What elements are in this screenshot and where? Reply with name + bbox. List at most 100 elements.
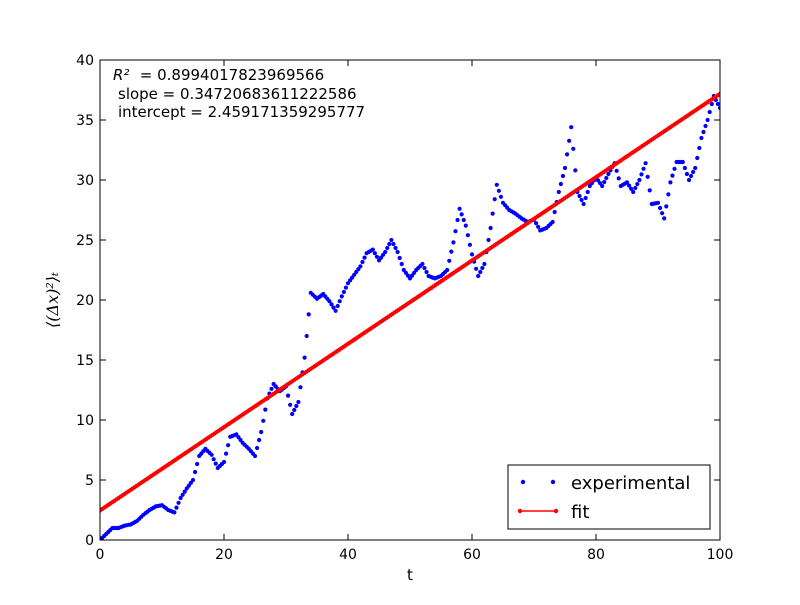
experimental-point: [474, 266, 479, 271]
y-tick-label: 0: [85, 533, 94, 549]
experimental-point: [670, 173, 675, 178]
experimental-point: [569, 125, 574, 130]
experimental-point: [192, 469, 198, 475]
experimental-point: [707, 109, 712, 115]
legend-box: [507, 464, 711, 530]
experimental-point: [581, 201, 586, 207]
experimental-point: [221, 459, 227, 465]
experimental-point: [688, 173, 694, 179]
experimental-point: [496, 188, 501, 193]
experimental-point: [624, 180, 630, 185]
experimental-point: [645, 174, 650, 179]
experimental-point: [180, 492, 185, 497]
experimental-point: [682, 165, 687, 171]
experimental-point: [296, 399, 301, 405]
experimental-point: [285, 393, 291, 398]
experimental-point: [550, 219, 555, 225]
legend-marker-experimental: [550, 479, 556, 485]
y-tick-label: 20: [76, 293, 94, 309]
experimental-point: [374, 254, 380, 259]
experimental-point: [327, 299, 332, 304]
experimental-point: [358, 264, 363, 269]
experimental-point: [641, 166, 646, 171]
legend-label-experimental: experimental: [571, 473, 690, 494]
experimental-point: [391, 241, 396, 247]
experimental-point: [372, 251, 377, 256]
experimental-point: [490, 211, 495, 216]
experimental-point: [360, 259, 365, 265]
experimental-point: [269, 386, 274, 391]
experimental-point: [451, 240, 456, 245]
experimental-point: [717, 105, 720, 111]
experimental-point: [686, 177, 692, 183]
experimental-point: [449, 249, 454, 254]
experimental-point: [343, 285, 349, 290]
experimental-point: [494, 182, 499, 187]
experimental-point: [335, 303, 340, 309]
experimental-point: [635, 181, 640, 187]
experimental-point: [467, 242, 473, 247]
experimental-point: [552, 209, 557, 215]
experimental-point: [223, 451, 229, 456]
experimental-point: [341, 289, 346, 295]
experimental-point: [498, 194, 504, 199]
experimental-point: [172, 510, 177, 515]
x-tick-label: 60: [463, 547, 481, 563]
y-tick-label: 30: [76, 173, 94, 189]
experimental-point: [370, 247, 375, 252]
slope-annotation: slope = 0.34720683611222586: [118, 85, 357, 103]
experimental-point: [567, 138, 572, 143]
experimental-point: [482, 261, 487, 267]
experimental-point: [304, 333, 309, 339]
experimental-point: [573, 168, 578, 173]
experimental-point: [209, 452, 214, 457]
experimental-point: [213, 461, 218, 466]
legend-marker-experimental: [520, 479, 526, 485]
experimental-point: [362, 255, 367, 260]
series-layer: [100, 91, 720, 540]
experimental-point: [558, 181, 563, 187]
experimental-point: [383, 249, 388, 255]
y-tick-label: 10: [76, 413, 94, 429]
experimental-point: [453, 229, 458, 234]
experimental-point: [691, 169, 696, 175]
experimental-point: [306, 312, 311, 317]
experimental-point: [699, 135, 704, 141]
y-tick-label: 25: [76, 233, 94, 249]
experimental-point: [178, 495, 183, 501]
experimental-point: [680, 159, 685, 165]
experimental-point: [420, 261, 425, 267]
fit-annotation: R² = 0.8994017823969566 slope = 0.347206…: [113, 66, 365, 121]
y-axis-label: ⟨(Δx)²⟩ₜ: [43, 272, 62, 328]
experimental-point: [447, 258, 452, 263]
experimental-point: [709, 101, 714, 107]
y-tick-label: 35: [76, 113, 94, 129]
experimental-point: [476, 273, 481, 279]
experimental-point: [556, 189, 561, 195]
experimental-point: [693, 165, 698, 171]
experimental-point: [445, 267, 450, 273]
experimental-point: [252, 453, 258, 459]
experimental-point: [701, 129, 706, 135]
y-tick-label: 40: [76, 53, 94, 69]
experimental-point: [298, 385, 303, 390]
experimental-point: [459, 212, 464, 217]
experimental-point: [195, 461, 200, 467]
experimental-point: [261, 418, 266, 423]
experimental-point: [705, 117, 710, 123]
experimental-point: [633, 185, 638, 191]
experimental-point: [469, 252, 475, 257]
experimental-point: [660, 211, 665, 216]
experimental-point: [616, 176, 621, 181]
experimental-point: [424, 269, 429, 275]
experimental-point: [655, 200, 661, 205]
experimental-point: [331, 305, 336, 310]
experimental-point: [385, 245, 390, 251]
experimental-point: [333, 308, 338, 313]
experimental-point: [639, 172, 644, 177]
experimental-point: [254, 445, 260, 451]
experimental-point: [614, 168, 619, 173]
y-tick-label: 15: [76, 353, 94, 369]
experimental-point: [226, 443, 231, 448]
experimental-point: [290, 411, 295, 417]
